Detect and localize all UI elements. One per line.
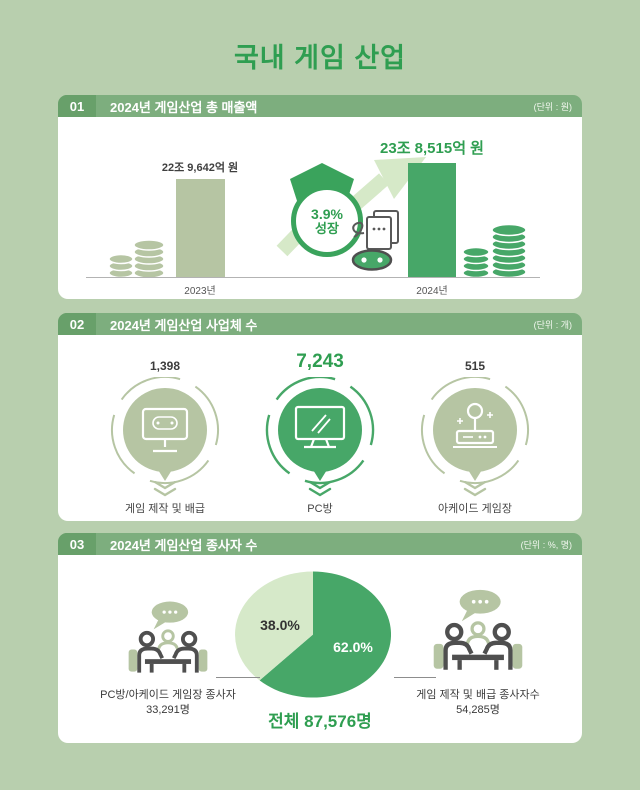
section-title: 2024년 게임산업 총 매출액 [110,99,258,115]
year-label-2023: 2023년 [184,286,216,297]
axis-baseline [86,277,540,278]
section-number-badge: 01 [58,95,96,117]
section-number-badge: 03 [58,533,96,555]
pie-slice-label-62: 62.0% [333,639,373,655]
total-employees-label: 전체 87,576명 [268,712,372,731]
connector-line [216,677,260,678]
label-arcade: 아케이드 게임장 [438,503,512,515]
year-label-2024: 2024년 [416,286,448,297]
chevron-down-icon [308,481,332,497]
value-label-2023: 22조 9,642억 원 [161,162,239,174]
count-pcbang: 7,243 [296,351,344,372]
meeting-people-icon [128,601,208,673]
monitor-icon [265,377,375,485]
coin-stack-icon [462,223,527,279]
employees-chart: 38.0% 62.0% [58,555,582,743]
caption-production: 게임 제작 및 배급 종사자수 54,285명 [388,688,568,719]
section-revenue: 01 2024년 게임산업 총 매출액 (단위 : 원) [58,95,582,299]
section-businesses-header: 02 2024년 게임산업 사업체 수 (단위 : 개) [58,313,582,335]
unit-label: (단위 : 원) [533,101,572,112]
section-revenue-header: 01 2024년 게임산업 총 매출액 (단위 : 원) [58,95,582,117]
growth-percent: 3.9% [311,205,343,222]
section-employees: 03 2024년 게임산업 종사자 수 (단위 : %, 명) 38.0% 62… [58,533,582,743]
caption-count: 54,285명 [456,704,500,717]
label-production: 게임 제작 및 배급 [124,503,205,515]
caption-line: 게임 제작 및 배급 종사자수 [416,689,540,701]
growth-badge: 3.9% 성장 [291,185,363,257]
bar-2024 [408,163,456,277]
meeting-people-icon [433,589,523,670]
value-label-2024: 23조 8,515억 원 [380,140,484,157]
chevron-down-icon [463,481,487,497]
monitor-gamepad-icon [111,377,219,484]
business-count-chart: 1,398 게임 제작 및 배급 7,243 [58,335,582,521]
gamepad-papers-icon [351,210,399,271]
section-title: 2024년 게임산업 사업체 수 [110,317,258,333]
section-title: 2024년 게임산업 종사자 수 [110,537,258,553]
section-employees-header: 03 2024년 게임산업 종사자 수 (단위 : %, 명) [58,533,582,555]
section-businesses: 02 2024년 게임산업 사업체 수 (단위 : 개) 1,398 [58,313,582,521]
bar-2023 [176,179,225,277]
pie-chart [235,571,391,698]
revenue-chart: 3.9% 성장 22조 9,642억 원 23조 8,515억 원 2023년 … [58,117,582,299]
pie-slice-label-38: 38.0% [260,617,300,633]
joystick-icon [421,377,529,484]
count-production: 1,398 [149,359,181,373]
chevron-down-icon [153,481,177,497]
caption-pcbang-arcade: PC방/아케이드 게임장 종사자 33,291명 [78,688,258,719]
unit-label: (단위 : %, 명) [520,539,572,550]
page-title: 국내 게임 산업 [233,43,407,73]
growth-word: 성장 [315,220,339,236]
section-number-badge: 02 [58,313,96,335]
unit-label: (단위 : 개) [533,319,572,330]
caption-count: 33,291명 [146,704,190,717]
label-pcbang: PC방 [307,503,333,515]
caption-line: PC방/아케이드 게임장 종사자 [100,689,236,701]
connector-line [394,677,436,678]
coin-stack-icon [108,239,165,279]
count-arcade: 515 [464,359,486,373]
